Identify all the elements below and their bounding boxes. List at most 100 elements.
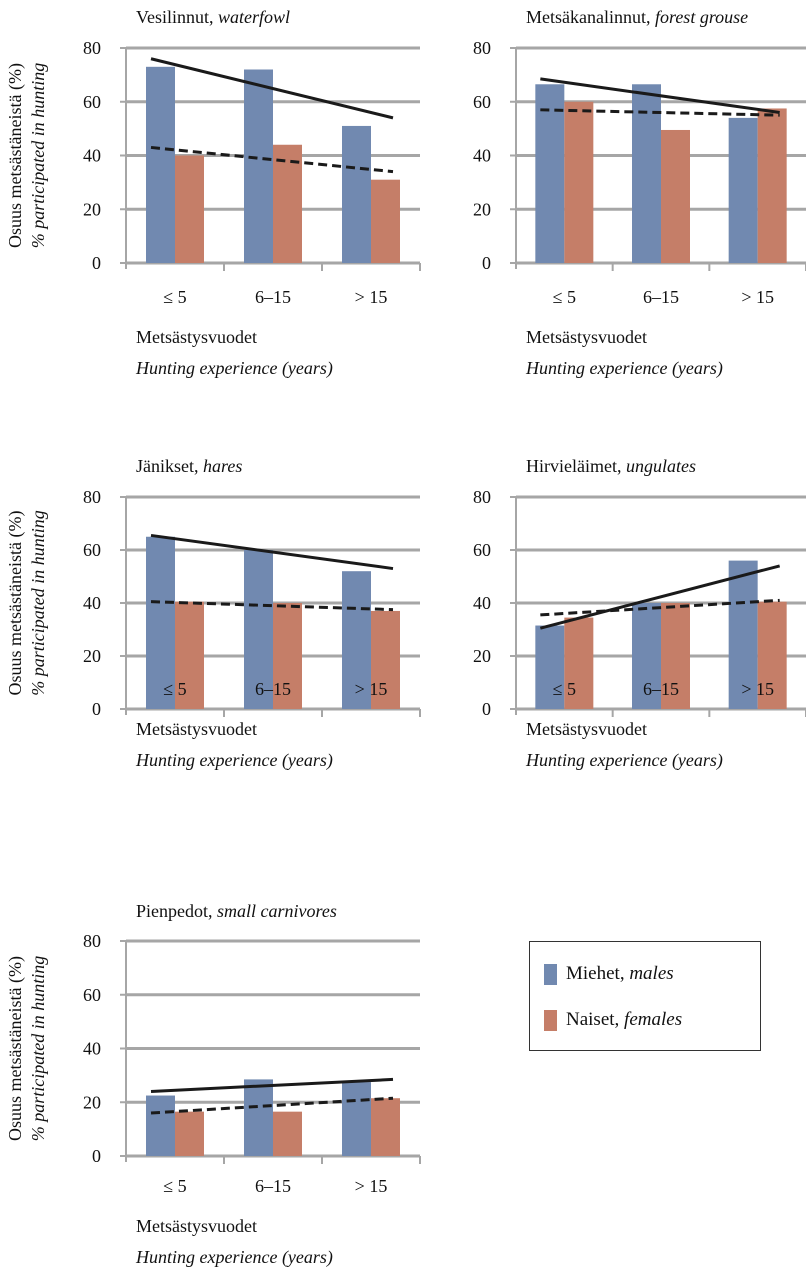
chart-title: Vesilinnut, waterfowl — [136, 7, 290, 27]
trend-line-females — [540, 108, 780, 117]
x-axis-label-fi: Metsästysvuodet — [136, 327, 257, 347]
chart-waterfowl: Osuus metsästäneistä (%)% participated i… — [5, 7, 421, 379]
y-tick-label: 80 — [473, 38, 491, 58]
y-tick-label: 0 — [482, 699, 491, 719]
y-tick-label: 0 — [92, 1146, 101, 1166]
y-axis-label-en: % participated in hunting — [28, 956, 48, 1141]
trend-line-males — [150, 1077, 394, 1093]
chart-title-en: waterfowl — [218, 7, 290, 27]
bar-males — [342, 125, 371, 263]
y-tick-label: 80 — [83, 487, 101, 507]
bar-females — [371, 179, 400, 263]
y-tick-label: 40 — [473, 146, 491, 166]
chart-title-en: small carnivores — [217, 901, 337, 921]
y-tick-label: 80 — [83, 38, 101, 58]
bar-females — [757, 108, 787, 263]
y-tick-label: 60 — [83, 540, 101, 560]
chart-small-carnivores: Osuus metsästäneistä (%)% participated i… — [5, 901, 421, 1268]
x-tick-label: ≤ 5 — [163, 287, 186, 307]
chart-title-en: hares — [203, 456, 242, 476]
bar-females — [757, 601, 787, 709]
bar-females — [371, 1098, 400, 1156]
y-tick-label: 20 — [83, 646, 101, 666]
trend-line-males — [540, 77, 780, 114]
bar-females — [175, 601, 204, 709]
bar-females — [175, 155, 204, 263]
legend: Miehet, males Naiset, females — [529, 941, 761, 1051]
chart-title: Hirvieläimet, ungulates — [526, 456, 696, 476]
trend-line-females — [540, 598, 780, 617]
bar-females — [273, 603, 302, 709]
chart-title: Pienpedot, small carnivores — [136, 901, 337, 921]
bar-males — [535, 84, 565, 263]
chart-hares: Osuus metsästäneistä (%)% participated i… — [5, 456, 421, 771]
chart-title-fi: Jänikset, — [136, 456, 203, 476]
x-tick-label: 6–15 — [643, 287, 679, 307]
chart-title-fi: Pienpedot, — [136, 901, 217, 921]
y-axis-label-en: % participated in hunting — [28, 63, 48, 248]
trend-line-females — [150, 600, 394, 612]
y-tick-label: 0 — [482, 253, 491, 273]
y-tick-label: 40 — [83, 593, 101, 613]
bar-females — [661, 603, 690, 709]
x-tick-label: ≤ 5 — [553, 679, 576, 699]
x-tick-label: > 15 — [741, 679, 774, 699]
x-tick-label: > 15 — [741, 287, 774, 307]
chart-title-fi: Hirvieläimet, — [526, 456, 626, 476]
legend-item-females: Naiset, females — [544, 1008, 682, 1032]
legend-swatch-females — [544, 1009, 557, 1031]
chart-title-fi: Metsäkanalinnut, — [526, 7, 655, 27]
bar-males — [728, 117, 758, 263]
bar-females — [175, 1111, 204, 1156]
chart-title: Metsäkanalinnut, forest grouse — [526, 7, 748, 27]
y-tick-label: 20 — [83, 1092, 101, 1112]
y-tick-label: 60 — [83, 92, 101, 112]
x-axis-label-en: Hunting experience (years) — [135, 358, 333, 379]
x-tick-label: 6–15 — [255, 679, 291, 699]
x-axis-label-en: Hunting experience (years) — [525, 358, 723, 379]
trend-line-males — [150, 57, 394, 120]
bar-males — [146, 66, 175, 263]
y-axis-label-fi: Osuus metsästäneistä (%) — [5, 956, 26, 1141]
y-tick-label: 0 — [92, 253, 101, 273]
y-axis-label-en: % participated in hunting — [28, 510, 48, 695]
legend-swatch-males — [544, 963, 557, 985]
x-tick-label: ≤ 5 — [163, 1176, 186, 1196]
y-tick-label: 20 — [83, 199, 101, 219]
x-axis-label-fi: Metsästysvuodet — [526, 327, 647, 347]
trend-line-females — [150, 145, 394, 174]
legend-label-males-en: males — [629, 963, 674, 984]
bar-males — [244, 550, 273, 709]
bar-females — [371, 610, 400, 709]
bar-females — [273, 144, 302, 263]
y-axis-label: Osuus metsästäneistä (%) — [5, 956, 26, 1141]
y-axis-label-fi: Osuus metsästäneistä (%) — [5, 511, 26, 696]
y-axis-label-fi: Osuus metsästäneistä (%) — [5, 63, 26, 248]
chart-title-en: forest grouse — [655, 7, 748, 27]
x-axis-label-en: Hunting experience (years) — [135, 750, 333, 771]
x-axis-label-fi: Metsästysvuodet — [136, 1216, 257, 1236]
y-tick-label: 40 — [83, 1039, 101, 1059]
trend-line-males — [150, 533, 394, 571]
chart-forest-grouse: Metsäkanalinnut, forest grouse 0 20 40 60 80 ≤… — [473, 7, 806, 379]
bar-males — [535, 625, 565, 709]
bar-males — [728, 560, 758, 709]
bar-females — [564, 101, 594, 263]
bar-males — [146, 536, 175, 709]
chart-ungulates: Hirvieläimet, ungulates 0 20 40 60 80 ≤ 5 6–15 >… — [473, 456, 806, 771]
trend-line-females — [150, 1096, 394, 1115]
bar-females — [661, 129, 690, 263]
chart-title: Jänikset, hares — [136, 456, 242, 476]
x-tick-label: > 15 — [355, 679, 388, 699]
legend-item-males: Miehet, males — [544, 962, 674, 986]
bar-males — [632, 84, 661, 263]
x-tick-label: 6–15 — [255, 287, 291, 307]
y-tick-label: 40 — [83, 146, 101, 166]
y-tick-label: 60 — [473, 92, 491, 112]
x-tick-label: > 15 — [355, 287, 388, 307]
x-axis-label-fi: Metsästysvuodet — [136, 719, 257, 739]
y-tick-label: 20 — [473, 646, 491, 666]
bar-males — [146, 1095, 175, 1156]
y-tick-label: 20 — [473, 199, 491, 219]
x-axis-label-en: Hunting experience (years) — [135, 1247, 333, 1268]
